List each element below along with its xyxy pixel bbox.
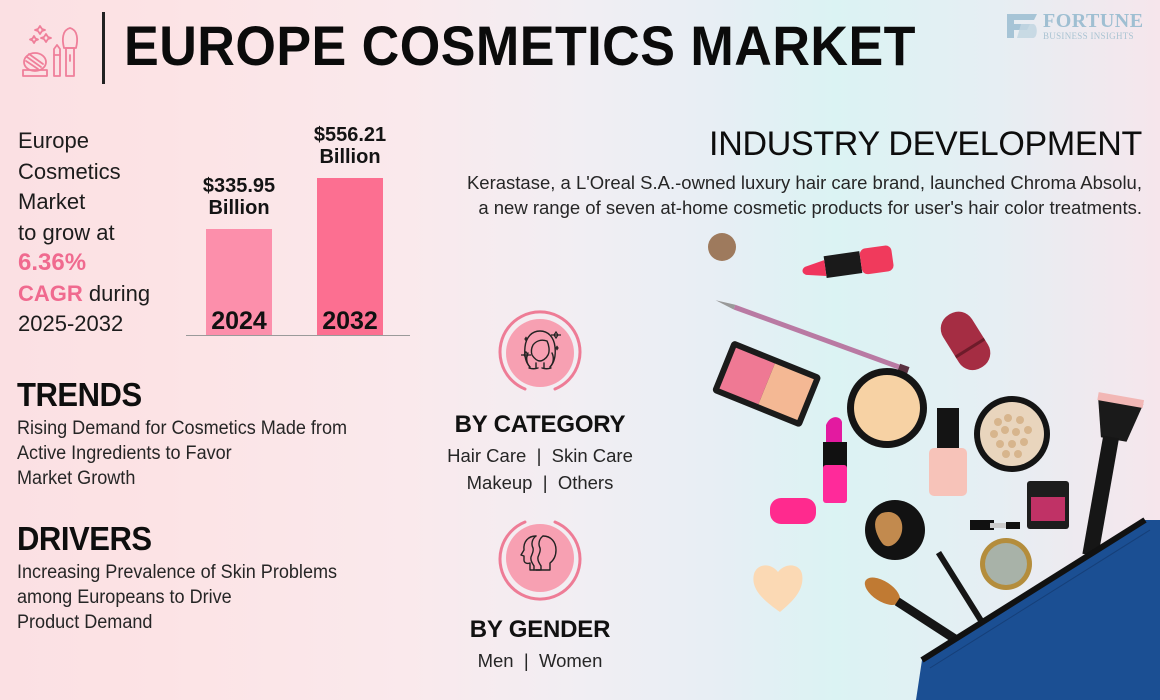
cosmetics-header-icon bbox=[20, 22, 82, 84]
bar-value-label: $335.95 Billion bbox=[186, 175, 292, 219]
cagr-label: CAGR bbox=[18, 280, 83, 306]
industry-development-heading: INDUSTRY DEVELOPMENT bbox=[709, 125, 1142, 163]
woman-hair-icon bbox=[492, 305, 588, 401]
by-category-segment: BY CATEGORY Hair Care | Skin Care Makeup… bbox=[430, 305, 650, 496]
cagr-during: during bbox=[82, 280, 151, 306]
bar-2032: $556.21 Billion 2032 bbox=[314, 124, 386, 335]
trends-section: TRENDS Rising Demand for Cosmetics Made … bbox=[17, 376, 364, 491]
trends-text: Rising Demand for Cosmetics Made from bbox=[17, 418, 348, 439]
by-category-heading: BY CATEGORY bbox=[454, 411, 626, 438]
bar-amount: $556.21 bbox=[313, 124, 387, 146]
drivers-heading: DRIVERS bbox=[17, 520, 152, 557]
gender-items: Men | Women bbox=[477, 650, 603, 671]
cagr-line: CAGR during bbox=[18, 279, 150, 310]
header-divider bbox=[102, 12, 105, 84]
trends-heading: TRENDS bbox=[17, 376, 142, 413]
trends-text: Active Ingredients to Favor bbox=[17, 443, 232, 464]
drivers-section: DRIVERS Increasing Prevalence of Skin Pr… bbox=[17, 520, 354, 635]
growth-summary: Europe Cosmetics Market to grow at 6.36%… bbox=[18, 126, 150, 340]
two-faces-icon bbox=[492, 510, 588, 606]
logo-name: FORTUNE bbox=[1043, 10, 1144, 32]
growth-line: Europe bbox=[18, 128, 89, 153]
logo-subtitle: BUSINESS INSIGHTS bbox=[1043, 31, 1134, 41]
chart-baseline bbox=[186, 335, 410, 336]
drivers-text: Increasing Prevalence of Skin Problems bbox=[17, 562, 338, 583]
bar-year-label: 2024 bbox=[211, 307, 267, 335]
bar-value-label: $556.21 Billion bbox=[297, 124, 403, 168]
cagr-value: 6.36% bbox=[18, 249, 87, 276]
page-title: EUROPE COSMETICS MARKET bbox=[124, 14, 916, 77]
industry-development-text: Kerastase, a L'Oreal S.A.-owned luxury h… bbox=[466, 172, 1142, 218]
bar-2024: $335.95 Billion 2024 bbox=[203, 175, 275, 335]
cosmetics-illustration bbox=[690, 230, 1160, 700]
market-size-bar-chart: $335.95 Billion 2024 $556.21 Billion 203… bbox=[186, 124, 410, 340]
fbi-logo-icon bbox=[1007, 14, 1037, 38]
growth-line: Cosmetics bbox=[18, 158, 121, 184]
forecast-period: 2025-2032 bbox=[18, 311, 124, 336]
growth-line: to grow at bbox=[18, 219, 115, 245]
bar-amount: $335.95 bbox=[202, 175, 276, 197]
industry-development-section: INDUSTRY DEVELOPMENT Kerastase, a L'Orea… bbox=[402, 122, 1142, 220]
bar-unit: Billion bbox=[208, 197, 270, 219]
trends-text: Market Growth bbox=[17, 468, 136, 489]
bar-unit: Billion bbox=[319, 146, 381, 168]
fortune-business-insights-logo: FORTUNE BUSINESS INSIGHTS bbox=[1005, 10, 1155, 42]
growth-line: Market bbox=[18, 189, 86, 214]
by-gender-segment: BY GENDER Men | Women bbox=[430, 510, 650, 674]
by-gender-heading: BY GENDER bbox=[469, 616, 611, 643]
category-items: Makeup | Others bbox=[466, 472, 614, 493]
bar-year-label: 2032 bbox=[322, 307, 378, 335]
drivers-text: among Europeans to Drive bbox=[17, 587, 232, 608]
drivers-text: Product Demand bbox=[17, 612, 153, 633]
category-items: Hair Care | Skin Care bbox=[447, 445, 633, 466]
